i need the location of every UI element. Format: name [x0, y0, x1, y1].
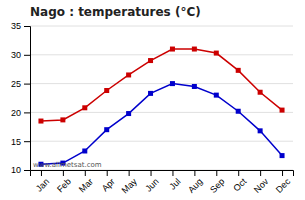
tick: Dec	[274, 170, 293, 195]
tick: 35	[11, 21, 30, 31]
marker	[170, 81, 175, 86]
marks	[38, 47, 284, 167]
tick-label: Jan	[34, 176, 51, 193]
tick: 30	[11, 50, 30, 60]
x-axis: JanFebMar AprMayJun Jul AugSep OctNovDec	[31, 170, 294, 196]
tick: Sep	[208, 170, 226, 195]
marker	[148, 91, 153, 96]
marker	[214, 51, 219, 56]
tick: Mar	[77, 170, 95, 194]
tick-mark	[238, 170, 239, 176]
tick-mark	[107, 170, 108, 176]
tick: 25	[11, 79, 30, 89]
tick-mark	[85, 170, 86, 176]
markers	[38, 81, 284, 167]
grid-line	[30, 26, 293, 27]
tick-mark	[24, 84, 30, 85]
tick-label: Oct	[231, 176, 248, 193]
series-line	[41, 84, 282, 165]
marker	[236, 109, 241, 114]
tick-mark	[24, 26, 30, 27]
tick-mark	[24, 112, 30, 113]
axis-line	[31, 171, 294, 177]
tick-mark	[172, 170, 173, 176]
grid	[30, 26, 293, 170]
tick-mark	[194, 170, 195, 176]
marker	[104, 127, 109, 132]
tick-mark	[63, 170, 64, 176]
chart: Nago : temperatures (°C) 10 15 20 25 30 35 JanF…	[0, 0, 305, 200]
tick-mark	[24, 55, 30, 56]
marker	[192, 47, 197, 52]
tick: Oct	[231, 170, 248, 193]
tick: Jan	[34, 170, 51, 194]
grid-line	[30, 83, 293, 84]
tick-label: Sep	[208, 176, 226, 194]
tick-label: 15	[11, 137, 21, 147]
tick: 10	[11, 165, 30, 175]
marker	[60, 117, 65, 122]
plot: 10 15 20 25 30 35 JanFebMar AprMayJun Jul AugSep O…	[11, 21, 294, 195]
series-line	[41, 49, 282, 121]
tick: Aug	[186, 170, 204, 195]
tick: 15	[11, 137, 30, 147]
tick-label: 35	[11, 21, 21, 31]
marker	[280, 153, 285, 158]
tick-mark	[24, 170, 30, 171]
marker	[192, 84, 197, 89]
tick-mark	[41, 170, 42, 176]
tick-label: May	[120, 176, 139, 195]
marker	[126, 72, 131, 77]
tick-label: Apr	[100, 176, 117, 193]
tick-label: 25	[11, 79, 21, 89]
grid-line	[30, 141, 293, 142]
tick-label: Nov	[252, 176, 271, 195]
marker	[38, 119, 43, 124]
tick-label: Dec	[274, 176, 293, 195]
tick: Apr	[100, 170, 117, 193]
tick: 20	[11, 108, 30, 118]
marker	[148, 58, 153, 63]
tick: Nov	[252, 170, 271, 195]
tick-mark	[151, 170, 152, 176]
marker	[170, 47, 175, 52]
axis-line	[24, 27, 31, 171]
marker	[104, 88, 109, 93]
tick-mark	[129, 170, 130, 176]
tick-label: Jul	[167, 176, 182, 191]
tick-label: 20	[11, 108, 21, 118]
tick-label: 30	[11, 50, 21, 60]
marker	[236, 68, 241, 73]
tick-label: Jun	[143, 176, 160, 193]
tick-mark	[282, 170, 283, 176]
grid-line	[30, 112, 293, 113]
marker	[280, 108, 285, 113]
tick: Jul	[167, 170, 182, 192]
tick-label: Aug	[186, 176, 204, 194]
tick-label: 10	[11, 165, 21, 175]
tick-mark	[24, 141, 30, 142]
y-axis: 10 15 20 25 30 35	[11, 21, 31, 175]
marker	[214, 93, 219, 98]
marker	[82, 148, 87, 153]
title: Nago : temperatures (°C)	[30, 5, 201, 19]
tick-mark	[260, 170, 261, 176]
marker	[258, 128, 263, 133]
annotation: www.allmetsat.com	[33, 161, 102, 169]
tick: May	[120, 170, 139, 196]
tick: Feb	[55, 170, 73, 194]
marker	[258, 90, 263, 95]
markers	[38, 47, 284, 124]
tick-label: Mar	[77, 176, 95, 194]
tick: Jun	[143, 170, 160, 194]
tick-mark	[216, 170, 217, 176]
marker	[126, 111, 131, 116]
marker	[82, 105, 87, 110]
tick-label: Feb	[55, 176, 73, 194]
